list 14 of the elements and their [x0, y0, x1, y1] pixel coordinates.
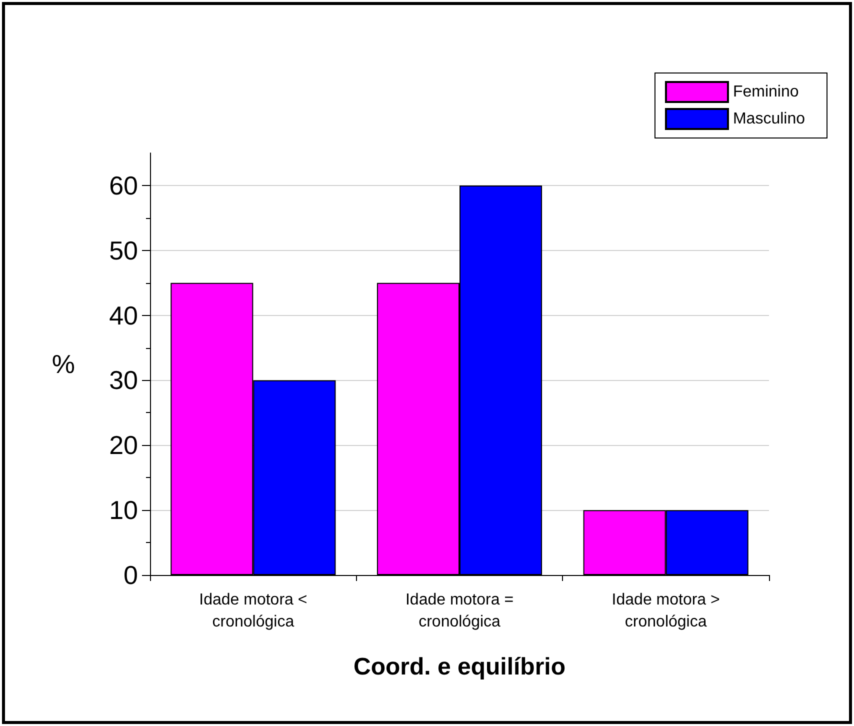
y-tick-label: 30	[109, 365, 138, 396]
y-tick-label: 40	[109, 300, 138, 330]
x-tick-label: Idade motora > cronológica	[612, 592, 720, 630]
y-tick-label: 50	[109, 235, 138, 266]
y-tick-label: 20	[109, 430, 138, 460]
y-tick-label: 0	[124, 560, 138, 590]
y-axis-title: %	[52, 349, 75, 379]
x-axis-title: Coord. e equilíbrio	[353, 654, 566, 680]
x-tick-label: Idade motora < cronológica	[199, 592, 308, 630]
x-tick-label: Idade motora = cronológica	[405, 592, 514, 630]
y-tick-label: 60	[109, 170, 138, 200]
legend-label: Feminino	[732, 84, 799, 100]
y-tick-label: 10	[109, 495, 138, 526]
legend-label: Masculino	[732, 110, 806, 128]
